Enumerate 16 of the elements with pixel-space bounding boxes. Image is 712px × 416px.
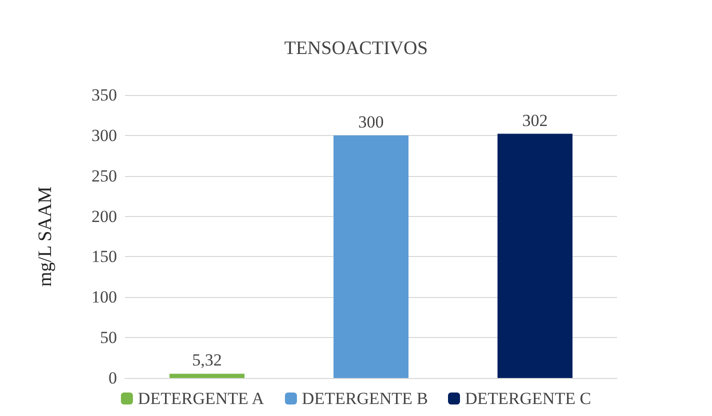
y-tick-label: 100: [92, 288, 117, 307]
data-label: 302: [522, 110, 548, 130]
legend-label: DETERGENTE A: [138, 389, 265, 408]
y-tick-label: 150: [92, 247, 117, 266]
legend-label: DETERGENTE B: [302, 389, 428, 408]
y-axis-title: mg/L SAAM: [35, 186, 56, 287]
y-tick-label: 350: [92, 86, 117, 104]
y-tick-label: 0: [108, 368, 117, 388]
data-label: 5,32: [192, 350, 222, 370]
y-tick-label: 200: [92, 206, 117, 226]
chart-title: TENSOACTIVOS: [284, 38, 428, 59]
data-label: 300: [358, 112, 384, 132]
y-tick-label: 300: [92, 126, 117, 145]
y-tick-label: 50: [100, 328, 117, 348]
legend-label: DETERGENTE C: [465, 389, 592, 408]
y-tick-label: 250: [92, 166, 117, 186]
